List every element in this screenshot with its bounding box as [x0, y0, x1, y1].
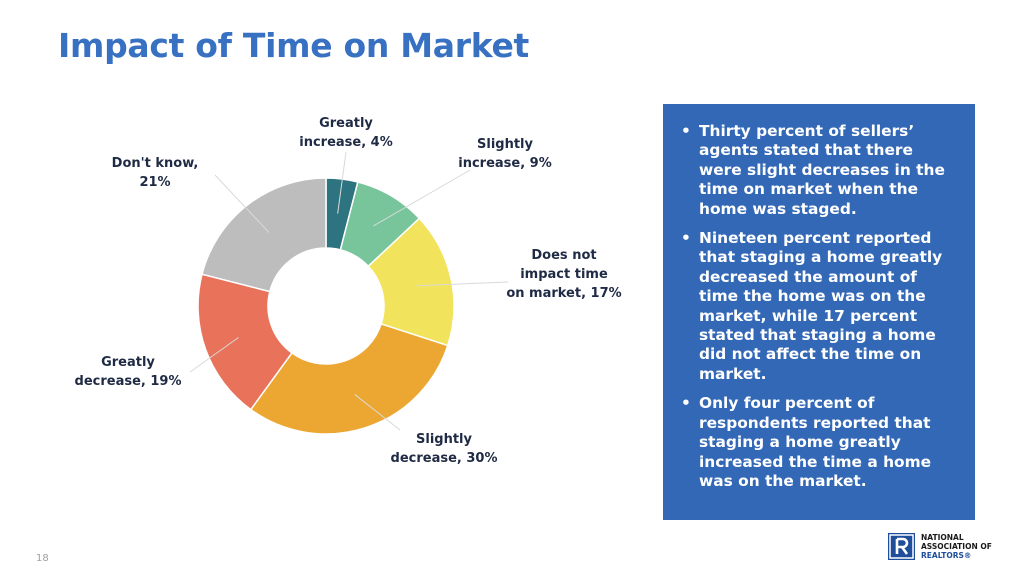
summary-bullet: • Thirty percent of sellers’ agents state…	[679, 122, 959, 219]
slice-label-line: decrease, 30%	[391, 451, 498, 466]
slice-label: Don't know, 21%	[112, 156, 199, 190]
page-number: 18	[36, 553, 49, 564]
donut-slice	[367, 217, 455, 347]
slice-label-line: Slightly	[477, 137, 534, 152]
logo-text: NATIONAL ASSOCIATION OF REALTORS®	[921, 533, 992, 560]
summary-bullet-text: Nineteen percent reported that staging a…	[699, 229, 943, 383]
donut-chart: Greatly increase, 4% Slightly increase, 9% D…	[75, 116, 622, 466]
bullet-icon: •	[681, 394, 691, 413]
leader-line	[214, 174, 270, 233]
slice-label: Slightly increase, 9%	[458, 137, 552, 171]
slice-label-line: Greatly	[319, 116, 373, 131]
slice-label: Greatly increase, 4%	[299, 116, 393, 150]
slice-label-line: increase, 9%	[458, 156, 552, 171]
slice-label-line: Greatly	[101, 355, 155, 370]
nar-logo: NATIONAL ASSOCIATION OF REALTORS®	[888, 531, 1008, 565]
slice-label-line: impact time	[520, 267, 608, 282]
bullet-icon: •	[681, 229, 691, 248]
summary-box: • Thirty percent of sellers’ agents state…	[663, 104, 975, 520]
slice-label: Slightly decrease, 30%	[391, 432, 498, 466]
summary-bullet-text: Only four percent of respondents reporte…	[699, 394, 932, 490]
slice-label-line: increase, 4%	[299, 135, 393, 150]
leader-line	[337, 151, 347, 214]
logo-line: REALTORS®	[921, 551, 972, 560]
summary-bullet: • Only four percent of respondents report…	[679, 394, 959, 491]
slice-label-line: 21%	[139, 175, 170, 190]
logo-line: ASSOCIATION OF	[921, 542, 992, 551]
slice-label-line: Does not	[531, 248, 596, 263]
summary-bullet: • Nineteen percent reported that staging …	[679, 229, 959, 384]
realtor-r-logo-icon	[888, 533, 915, 560]
donut-slice	[197, 273, 293, 411]
page-title: Impact of Time on Market	[58, 26, 530, 65]
slice-label: Does not impact time on market, 17%	[506, 248, 621, 301]
leader-line	[373, 169, 471, 227]
leader-line	[189, 337, 239, 373]
bullet-icon: •	[681, 122, 691, 140]
slice-label-line: on market, 17%	[506, 286, 621, 301]
donut-slice	[249, 322, 449, 435]
summary-bullet-text: Thirty percent of sellers’ agents stated…	[699, 122, 945, 218]
slice-label-line: decrease, 19%	[75, 374, 182, 389]
logo-line: NATIONAL	[921, 533, 964, 542]
slice-label: Greatly decrease, 19%	[75, 355, 182, 389]
donut-slice	[201, 177, 327, 293]
leader-line	[354, 394, 401, 431]
slice-label-line: Slightly	[416, 432, 473, 447]
slice-label-line: Don't know,	[112, 156, 199, 171]
leader-line	[416, 281, 509, 287]
